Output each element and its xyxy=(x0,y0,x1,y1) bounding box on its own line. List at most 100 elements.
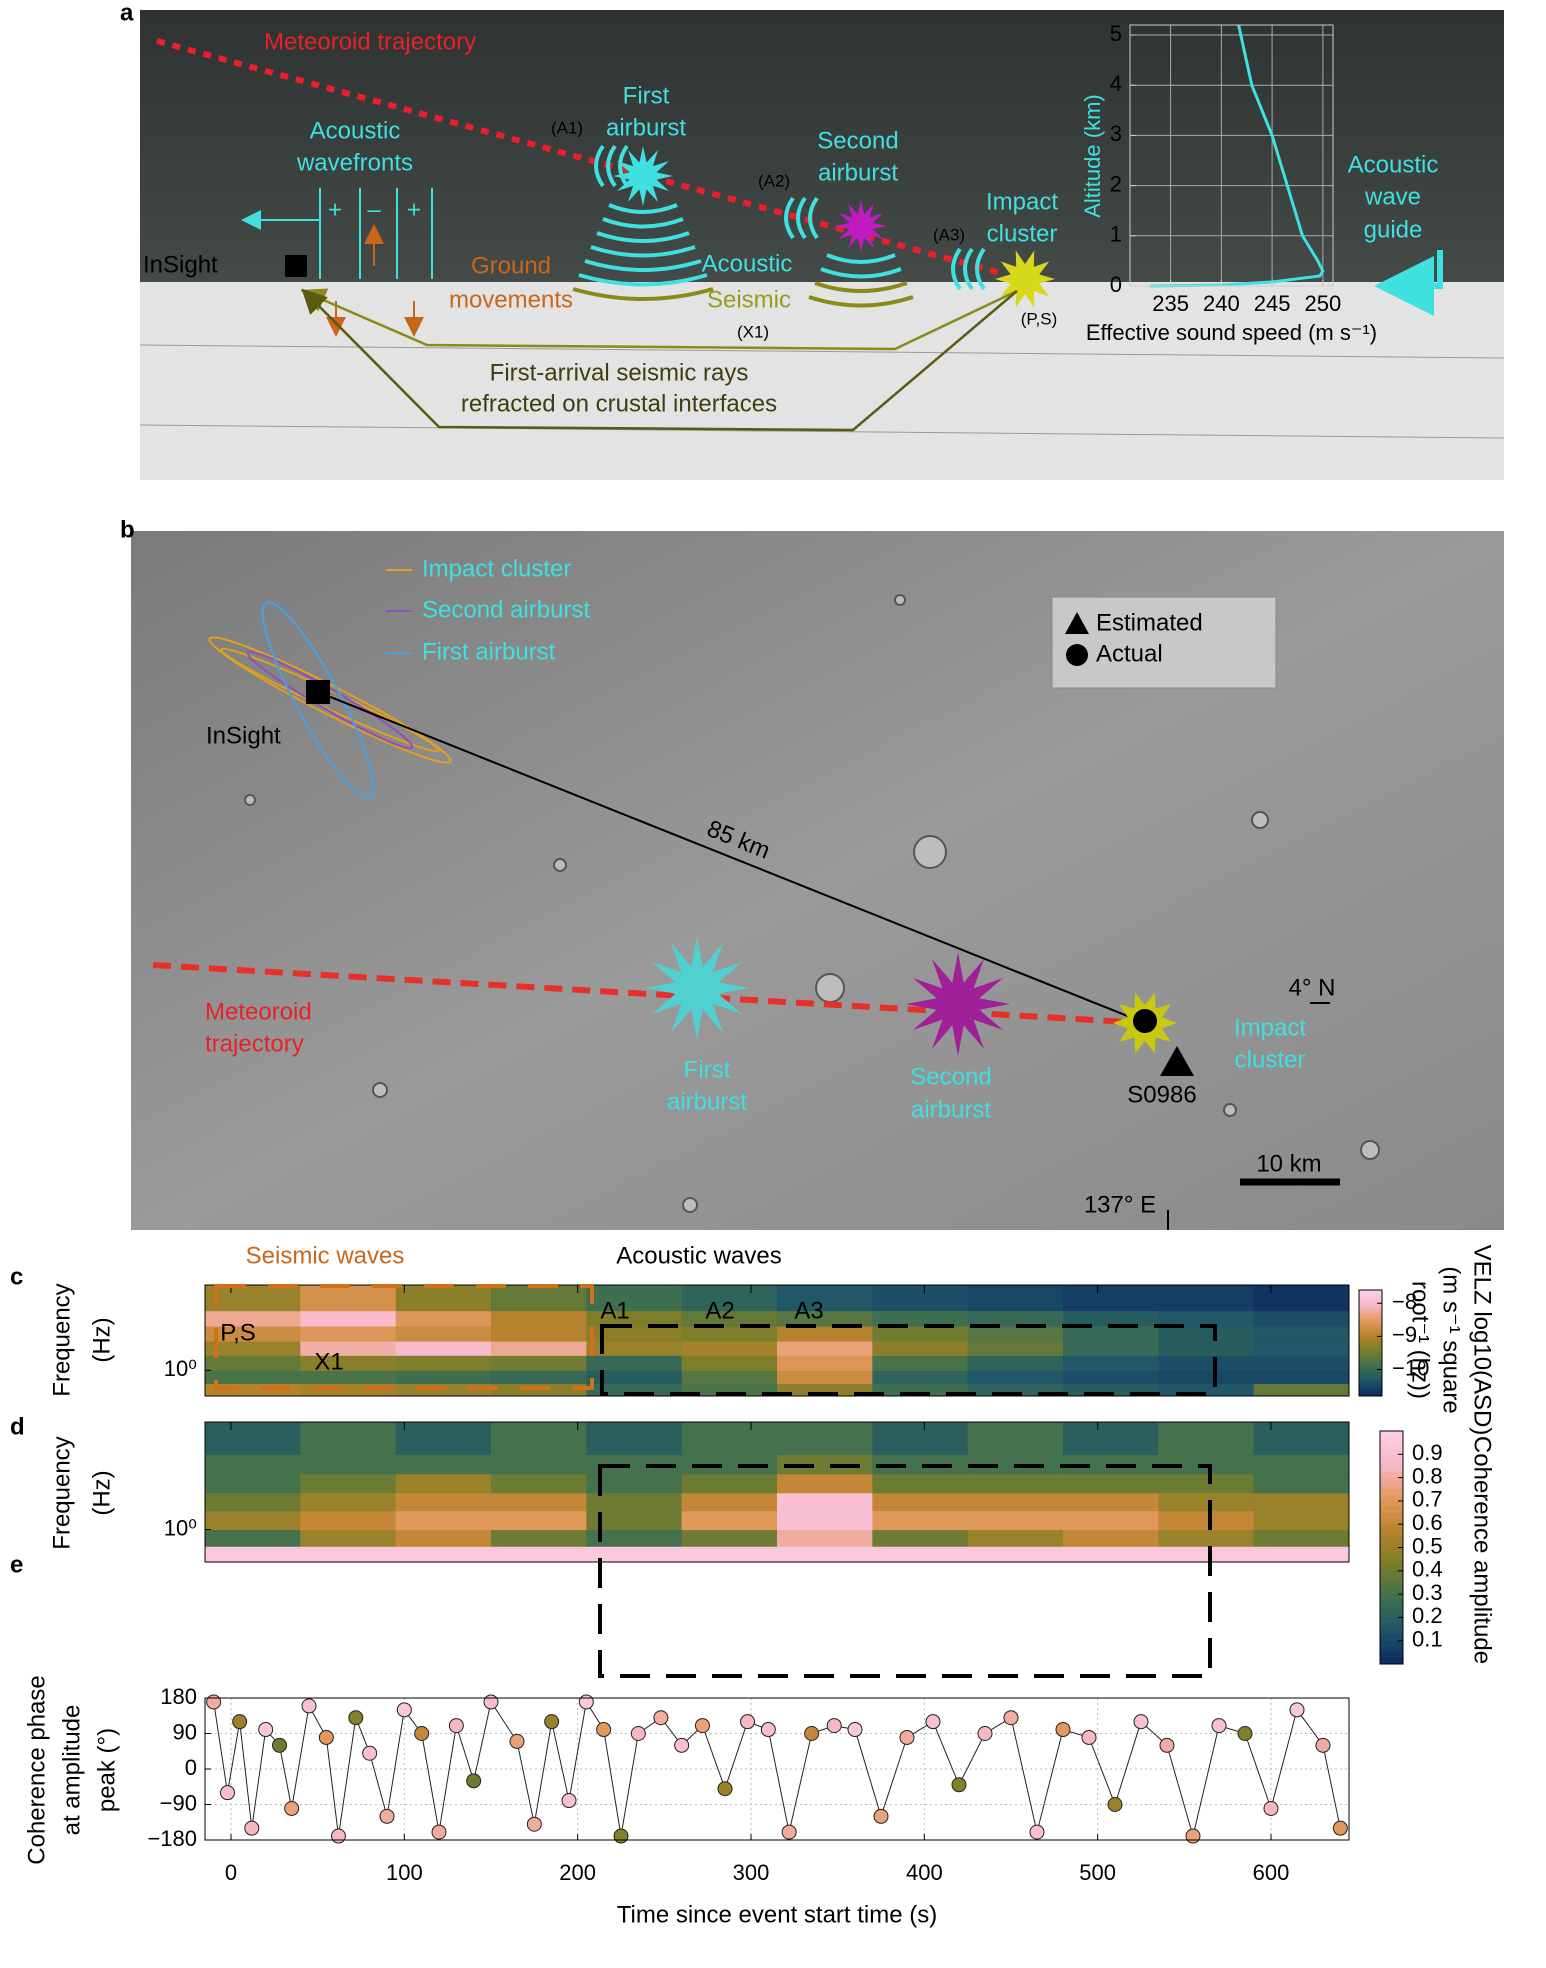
phase-point xyxy=(653,1710,669,1726)
phase-point xyxy=(596,1722,612,1738)
phase-point xyxy=(781,1824,797,1840)
colorbar-step xyxy=(1380,1448,1403,1455)
heat-cell xyxy=(205,1383,301,1397)
heat-cell xyxy=(205,1341,301,1356)
acoustic-box xyxy=(600,1324,1217,1396)
heat-cell xyxy=(1253,1510,1350,1531)
colorbar-step xyxy=(1380,1646,1403,1653)
heat-cell xyxy=(777,1341,873,1356)
heat-cell xyxy=(586,1310,683,1327)
y-axis-label: at amplitude xyxy=(58,1705,85,1836)
x-tick-label: 600 xyxy=(1253,1860,1290,1885)
colorbar-step xyxy=(1380,1500,1403,1508)
heat-cell xyxy=(872,1326,969,1342)
colorbar-step xyxy=(1380,1599,1403,1607)
heat-cell xyxy=(491,1326,587,1342)
phase-point xyxy=(1211,1718,1227,1734)
heat-cell xyxy=(1253,1370,1350,1385)
heat-cell xyxy=(491,1492,587,1512)
heat-cell xyxy=(395,1370,492,1385)
heat-cell xyxy=(586,1454,683,1475)
panel-e-label: e xyxy=(10,1551,23,1578)
panel-a-a2: (A2) xyxy=(758,171,790,190)
wavefront-stack xyxy=(602,217,684,229)
heat-cell xyxy=(967,1326,1064,1342)
estimated-location xyxy=(1160,1046,1194,1076)
colorbar-step xyxy=(1359,1388,1382,1392)
colorbar-step xyxy=(1380,1506,1403,1514)
phase-point xyxy=(613,1828,629,1844)
panel-c-x1: X1 xyxy=(314,1348,343,1375)
colorbar-step xyxy=(1380,1623,1403,1630)
colorbar-step xyxy=(1359,1374,1382,1378)
wavefront-stack xyxy=(590,245,696,258)
colorbar-step xyxy=(1380,1582,1403,1589)
colorbar-step xyxy=(1380,1629,1403,1636)
heat-cell xyxy=(491,1422,587,1455)
colorbar-step xyxy=(1359,1305,1382,1310)
heat-cell xyxy=(491,1473,587,1494)
heat-cell xyxy=(1253,1310,1350,1327)
colorbar-tick-label: 0.2 xyxy=(1412,1603,1443,1628)
heat-cell xyxy=(300,1355,397,1371)
heat-cell xyxy=(967,1492,1064,1512)
heat-cell xyxy=(1063,1546,1159,1563)
y-tick-label: 5 xyxy=(1110,21,1122,46)
phase-point xyxy=(244,1820,260,1836)
heat-cell xyxy=(967,1546,1064,1563)
panel-a-signs-1: – xyxy=(367,196,381,223)
heat-cell xyxy=(872,1341,969,1356)
heat-cell xyxy=(395,1473,492,1494)
heat-cell xyxy=(205,1310,301,1327)
phase-point xyxy=(1237,1726,1253,1741)
heat-cell xyxy=(967,1510,1064,1531)
colorbar-step xyxy=(1359,1297,1382,1302)
y-tick-label: 1 xyxy=(1110,222,1122,247)
panel-b-legend-2: First airburst xyxy=(422,638,556,665)
error-ellipse xyxy=(220,647,440,753)
heat-cell xyxy=(681,1285,778,1312)
colorbar-step xyxy=(1359,1321,1382,1325)
phase-point xyxy=(1029,1824,1045,1840)
colorbar-tick-label: 0.4 xyxy=(1412,1557,1443,1582)
colorbar-tick-label: 0.1 xyxy=(1412,1627,1443,1652)
phase-point xyxy=(379,1808,395,1824)
phase-point xyxy=(1003,1710,1019,1726)
colorbar-step xyxy=(1359,1361,1382,1365)
y-tick-label: −180 xyxy=(147,1826,197,1851)
colorbar-step xyxy=(1380,1465,1403,1473)
colorbar-step xyxy=(1359,1290,1382,1294)
heat-cell xyxy=(872,1422,969,1455)
heat-cell xyxy=(967,1422,1064,1455)
heat-cell xyxy=(681,1383,778,1397)
wavefront-stack xyxy=(572,287,714,301)
wavefront-arc xyxy=(975,247,986,291)
heat-cell xyxy=(1253,1529,1350,1547)
heat-cell xyxy=(872,1355,969,1371)
heat-cell xyxy=(1063,1473,1159,1494)
wavefront-stack xyxy=(596,231,690,243)
heat-cell xyxy=(777,1473,873,1494)
panel-c-seismic-waves: Seismic waves xyxy=(246,1242,405,1269)
wavefront-arc xyxy=(963,247,974,291)
phase-point xyxy=(509,1733,525,1749)
phase-point xyxy=(330,1828,346,1844)
heat-cell xyxy=(1063,1492,1159,1512)
heat-cell xyxy=(681,1546,778,1563)
heat-cell xyxy=(205,1473,301,1494)
colorbar-frame xyxy=(1358,1289,1383,1397)
error-ellipse xyxy=(261,601,375,799)
heat-cell xyxy=(1253,1422,1350,1455)
colorbar-step xyxy=(1359,1350,1382,1355)
phase-point xyxy=(1263,1800,1279,1816)
heat-cell xyxy=(967,1355,1064,1371)
colorbar-step xyxy=(1359,1380,1382,1384)
panel-a-first-1: airburst xyxy=(606,114,686,141)
phase-point xyxy=(561,1793,577,1809)
y-tick-label: 4 xyxy=(1110,71,1122,96)
colorbar-step xyxy=(1359,1300,1382,1304)
colorbar-step xyxy=(1359,1345,1382,1349)
crater xyxy=(372,1082,388,1098)
colorbar-step xyxy=(1380,1518,1403,1525)
heat-cell xyxy=(1063,1355,1159,1371)
